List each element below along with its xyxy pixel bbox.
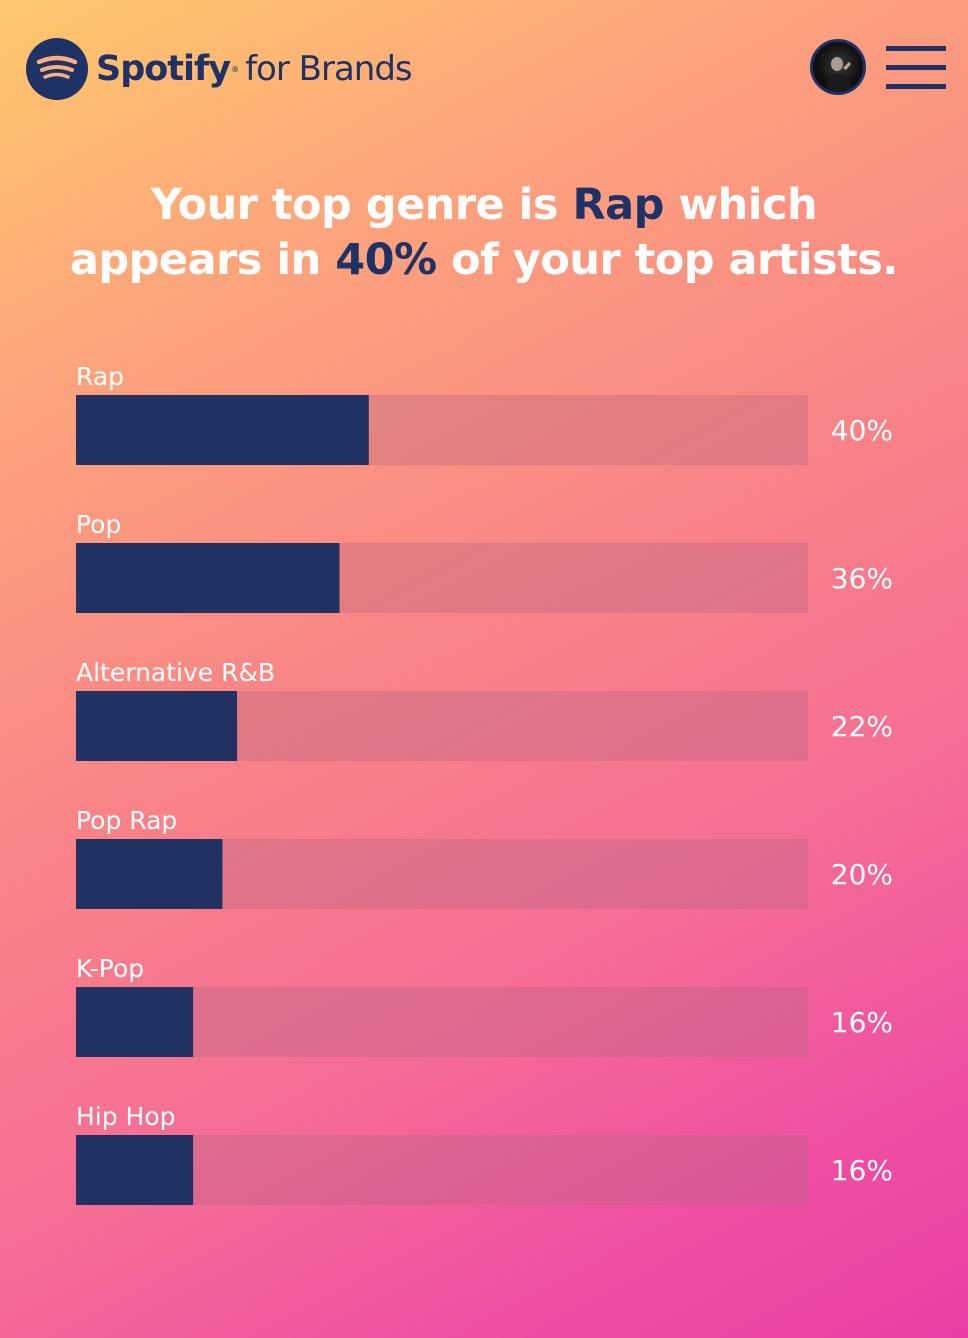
headline: Your top genre is Rap which appears in 4… (0, 178, 968, 288)
headline-percent: 40% (335, 235, 437, 285)
bar (76, 543, 340, 613)
value-label: 16% (831, 1006, 893, 1039)
bar (76, 395, 369, 465)
bar-group: K-Pop 16% (76, 954, 893, 1057)
bar (76, 1135, 194, 1205)
registered-mark: ® (231, 64, 240, 74)
category-label: Alternative R&B (76, 658, 275, 687)
headline-part-4: of your top artists. (436, 235, 899, 285)
bar-group: Alternative R&B 22% (76, 658, 893, 761)
value-label: 40% (831, 414, 893, 447)
value-label: 20% (831, 858, 893, 891)
bar (76, 691, 238, 761)
headline-line-2: appears in 40% of your top artists. (0, 233, 968, 288)
header: Spotify ® for Brands (0, 0, 968, 140)
headline-part-2: which (663, 180, 818, 230)
category-label: Pop (76, 510, 121, 539)
bar-group: Pop 36% (76, 510, 893, 613)
brand-suffix: for Brands (245, 49, 413, 89)
headline-line-1: Your top genre is Rap which (0, 178, 968, 233)
bar-track (76, 987, 808, 1057)
category-label: Pop Rap (76, 806, 177, 835)
bar-track (76, 1135, 808, 1205)
category-label: Hip Hop (76, 1102, 176, 1131)
spotify-logo-icon (26, 38, 88, 100)
bar (76, 987, 194, 1057)
brand-name: Spotify (96, 49, 231, 89)
value-label: 36% (831, 562, 893, 595)
headline-genre: Rap (572, 180, 665, 230)
hamburger-menu-icon[interactable] (886, 46, 946, 90)
category-label: Rap (76, 362, 124, 391)
value-label: 16% (831, 1154, 893, 1187)
bar-group: Hip Hop 16% (76, 1102, 893, 1205)
headline-part-3: appears in (69, 235, 336, 285)
bar-group: Rap 40% (76, 362, 893, 465)
value-label: 22% (831, 710, 893, 743)
spotify-for-brands-logo[interactable]: Spotify ® for Brands (26, 38, 413, 100)
user-avatar[interactable] (810, 39, 866, 95)
category-label: K-Pop (76, 954, 144, 983)
bar-group: Pop Rap 20% (76, 806, 893, 909)
headline-part-1: Your top genre is (150, 180, 573, 230)
bar (76, 839, 223, 909)
